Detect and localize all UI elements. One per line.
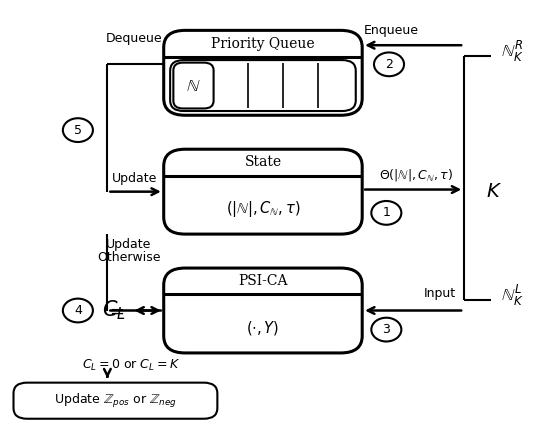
FancyBboxPatch shape [164, 268, 362, 353]
Text: $(\cdot, Y)$: $(\cdot, Y)$ [247, 319, 280, 337]
Circle shape [371, 318, 402, 341]
FancyBboxPatch shape [14, 383, 217, 419]
Text: 2: 2 [385, 58, 393, 71]
Text: Update $\mathbb{Z}_{pos}$ or $\mathbb{Z}_{neg}$: Update $\mathbb{Z}_{pos}$ or $\mathbb{Z}… [54, 392, 177, 410]
Text: Priority Queue: Priority Queue [211, 37, 315, 50]
Text: Update: Update [106, 238, 152, 251]
FancyBboxPatch shape [164, 149, 362, 234]
FancyBboxPatch shape [164, 31, 362, 115]
Text: Input: Input [424, 287, 456, 300]
Text: $C_L$: $C_L$ [102, 299, 126, 322]
Text: $=$: $=$ [106, 301, 125, 319]
Text: State: State [244, 155, 281, 169]
Text: PSI-CA: PSI-CA [238, 274, 288, 288]
Text: Otherwise: Otherwise [97, 251, 160, 264]
FancyBboxPatch shape [170, 60, 356, 111]
FancyBboxPatch shape [173, 63, 214, 108]
Text: 3: 3 [383, 323, 390, 336]
Text: Dequeue: Dequeue [106, 31, 163, 45]
Text: $C_L = 0$ or $C_L = K$: $C_L = 0$ or $C_L = K$ [82, 358, 180, 373]
Text: $\mathbb{N}^{L}_{K}$: $\mathbb{N}^{L}_{K}$ [501, 283, 524, 308]
Text: Update: Update [112, 172, 157, 185]
Text: Enqueue: Enqueue [364, 24, 419, 37]
Text: $\mathbb{N}^{R}_{K}$: $\mathbb{N}^{R}_{K}$ [501, 39, 524, 64]
Text: 4: 4 [74, 304, 82, 317]
Text: $\mathbb{N}$: $\mathbb{N}$ [186, 77, 201, 95]
Circle shape [63, 298, 93, 322]
Text: $(|\mathbb{N}|, C_{\mathbb{N}}, \tau)$: $(|\mathbb{N}|, C_{\mathbb{N}}, \tau)$ [225, 199, 300, 218]
Circle shape [374, 52, 404, 76]
Circle shape [63, 118, 93, 142]
Text: 1: 1 [383, 206, 390, 219]
Text: 5: 5 [74, 123, 82, 137]
Text: $\Theta(|\mathbb{N}|, C_{\mathbb{N}}, \tau)$: $\Theta(|\mathbb{N}|, C_{\mathbb{N}}, \t… [379, 167, 453, 183]
Text: $K$: $K$ [486, 182, 502, 201]
Circle shape [371, 201, 402, 225]
